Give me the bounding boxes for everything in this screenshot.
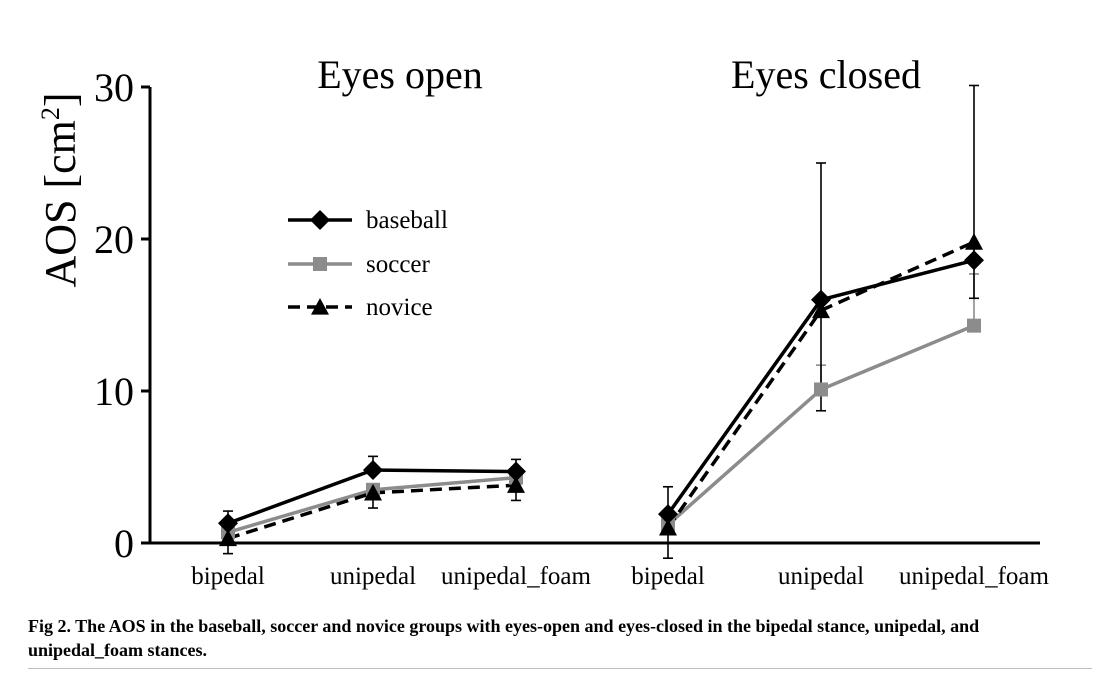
x-tick-label: unipedal_foam (441, 563, 592, 590)
legend-label-soccer: soccer (366, 251, 431, 278)
x-tick-label: unipedal (330, 563, 416, 590)
diamond-marker (964, 250, 984, 271)
triangle-marker (219, 529, 237, 547)
panel-titles: Eyes open Eyes closed (317, 52, 921, 97)
diamond-marker (310, 210, 330, 230)
square-marker (313, 257, 327, 271)
diamond-marker (658, 504, 678, 525)
figure-caption: Fig 2. The AOS in the baseball, soccer a… (28, 616, 980, 660)
legend: baseball soccer novice (288, 207, 448, 321)
diamond-marker (363, 460, 383, 481)
triangle-marker (364, 483, 382, 501)
y-tick-label: 20 (94, 217, 134, 262)
triangle-marker (659, 518, 677, 536)
caption-divider (28, 668, 1092, 669)
panel-title: Eyes open (317, 52, 483, 97)
y-tick-label: 10 (94, 369, 134, 414)
y-axis-ticks: 0 10 20 30 (94, 65, 150, 566)
series-markers (218, 233, 984, 547)
y-axis-label: AOS [cm2] (36, 92, 85, 287)
triangle-marker (965, 233, 983, 250)
legend-label-baseball: baseball (366, 207, 448, 234)
square-marker (967, 318, 981, 333)
axes (148, 87, 1040, 545)
square-marker (814, 382, 828, 397)
x-tick-label: unipedal (778, 563, 864, 590)
triangle-marker (507, 476, 525, 493)
y-tick-label: 0 (114, 521, 134, 566)
x-axis-labels: bipedal unipedal unipedal_foam bipedal unipe… (191, 563, 1049, 590)
y-tick-label: 30 (94, 65, 134, 110)
diamond-marker (811, 289, 831, 310)
x-tick-label: unipedal_foam (899, 563, 1050, 590)
series-lines (227, 240, 975, 541)
aos-line-chart: 0 10 20 30 Eyes open Eyes closed bipedal unip… (36, 52, 1050, 590)
legend-label-novice: novice (366, 294, 433, 321)
diamond-marker (506, 461, 526, 482)
diamond-marker (218, 513, 238, 534)
x-tick-label: bipedal (631, 563, 705, 590)
error-bars (223, 84, 979, 560)
x-tick-label: bipedal (191, 563, 265, 590)
triangle-marker (311, 298, 329, 315)
panel-title: Eyes closed (731, 52, 921, 97)
